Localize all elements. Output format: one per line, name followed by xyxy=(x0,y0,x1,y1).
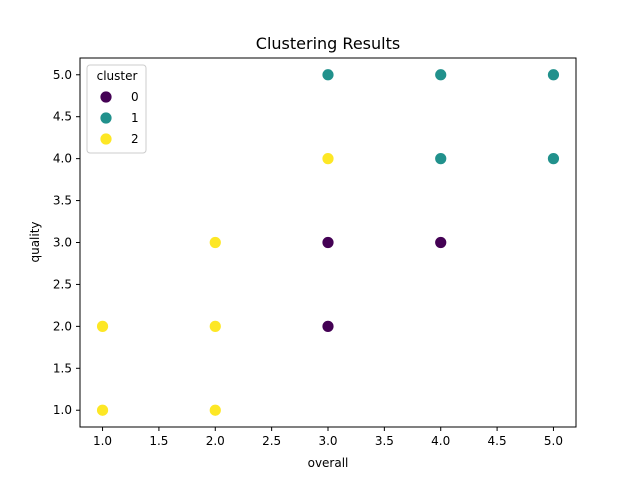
y-tick-label: 3.0 xyxy=(53,236,72,250)
y-tick-label: 2.0 xyxy=(53,319,72,333)
y-tick-label: 1.0 xyxy=(53,403,72,417)
x-axis-label: overall xyxy=(308,456,349,470)
data-point-cluster-1 xyxy=(547,68,560,82)
legend-label-cluster-0: 0 xyxy=(131,90,139,104)
data-point-cluster-1 xyxy=(321,68,335,82)
x-tick-label: 4.0 xyxy=(431,434,450,448)
data-point-cluster-0 xyxy=(321,319,335,333)
chart-title: Clustering Results xyxy=(256,34,400,53)
legend-title: cluster xyxy=(97,69,138,83)
x-tick-label: 2.0 xyxy=(206,434,225,448)
data-point-cluster-2 xyxy=(96,403,109,417)
y-tick-label: 1.5 xyxy=(53,361,72,375)
y-tick-label: 4.5 xyxy=(53,110,72,124)
data-point-cluster-2 xyxy=(208,403,222,417)
y-tick-label: 3.5 xyxy=(53,194,72,208)
x-tick-label: 2.5 xyxy=(262,434,281,448)
x-tick-label: 3.0 xyxy=(318,434,337,448)
x-axis-ticks: 1.0 1.5 2.0 2.5 3.0 3.5 4.0 4.5 5.0 xyxy=(93,427,563,448)
data-point-cluster-1 xyxy=(434,152,448,166)
data-point-cluster-1 xyxy=(434,68,448,82)
plot-area: 1.0 1.5 2.0 2.5 3.0 3.5 4.0 4.5 5.0 1.0 1.5 2.0 2.5… xyxy=(53,57,577,448)
legend-marker-cluster-2 xyxy=(99,132,113,146)
data-point-cluster-0 xyxy=(434,236,448,249)
legend-items: 0 1 2 xyxy=(99,90,139,146)
x-tick-label: 3.5 xyxy=(375,434,394,448)
data-point-cluster-0 xyxy=(321,236,335,249)
y-tick-label: 2.5 xyxy=(53,277,72,291)
x-tick-label: 5.0 xyxy=(544,434,563,448)
legend-label-cluster-2: 2 xyxy=(131,132,139,146)
x-tick-label: 4.5 xyxy=(488,434,507,448)
data-point-cluster-2 xyxy=(321,152,335,166)
legend-marker-cluster-0 xyxy=(99,90,113,104)
data-point-cluster-2 xyxy=(96,319,109,333)
y-axis-label: quality xyxy=(28,221,42,262)
data-point-cluster-1 xyxy=(547,152,560,166)
legend: cluster 0 1 2 xyxy=(86,64,147,154)
x-tick-label: 1.5 xyxy=(149,434,168,448)
legend-marker-cluster-1 xyxy=(99,111,113,125)
data-point-cluster-2 xyxy=(208,319,222,333)
y-tick-label: 5.0 xyxy=(53,68,72,82)
x-tick-label: 1.0 xyxy=(93,434,112,448)
y-axis-ticks: 1.0 1.5 2.0 2.5 3.0 3.5 4.0 4.5 5.0 xyxy=(53,68,80,417)
y-tick-label: 4.0 xyxy=(53,152,72,166)
legend-box xyxy=(86,64,147,154)
data-points xyxy=(96,68,560,417)
data-point-cluster-2 xyxy=(208,236,222,249)
legend-label-cluster-1: 1 xyxy=(131,111,139,125)
